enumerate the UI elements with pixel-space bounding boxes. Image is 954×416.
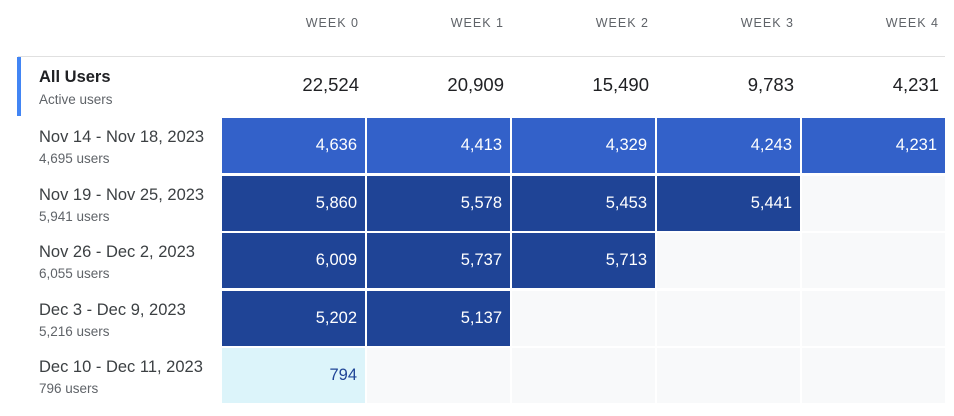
- empty-cell: [657, 348, 800, 403]
- retention-cell[interactable]: 794: [222, 348, 365, 403]
- retention-cell[interactable]: 5,441: [657, 176, 800, 231]
- cohort-label: Nov 19 - Nov 25, 2023: [39, 186, 205, 204]
- retention-cell[interactable]: 4,231: [802, 118, 945, 173]
- week-header-0: WEEK 0: [305, 16, 359, 30]
- cohort-label: Nov 14 - Nov 18, 2023: [39, 128, 205, 146]
- week-header-3: WEEK 3: [740, 16, 794, 30]
- empty-cell: [657, 291, 800, 346]
- retention-cell[interactable]: 4,329: [512, 118, 655, 173]
- cohort-user-count: 796 users: [39, 381, 99, 396]
- summary-value-week-1: 20,909: [447, 74, 504, 95]
- empty-cell: [512, 291, 655, 346]
- cohort-label: Nov 26 - Dec 2, 2023: [39, 243, 195, 261]
- retention-cell[interactable]: 5,578: [367, 176, 510, 231]
- empty-cell: [802, 233, 945, 288]
- retention-cell[interactable]: 4,413: [367, 118, 510, 173]
- cohort-user-count: 4,695 users: [39, 151, 110, 166]
- cohort-user-count: 6,055 users: [39, 266, 110, 281]
- cohort-label: Dec 3 - Dec 9, 2023: [39, 301, 186, 319]
- retention-cell[interactable]: 5,453: [512, 176, 655, 231]
- retention-cell[interactable]: 5,737: [367, 233, 510, 288]
- week-header-4: WEEK 4: [885, 16, 939, 30]
- retention-cell[interactable]: 5,713: [512, 233, 655, 288]
- cohort-user-count: 5,941 users: [39, 209, 110, 224]
- week-header-2: WEEK 2: [595, 16, 649, 30]
- summary-value-week-4: 4,231: [892, 74, 939, 95]
- cohort-user-count: 5,216 users: [39, 324, 110, 339]
- summary-title: All Users: [39, 68, 111, 86]
- empty-cell: [802, 176, 945, 231]
- summary-value-week-2: 15,490: [592, 74, 649, 95]
- week-header-1: WEEK 1: [450, 16, 504, 30]
- summary-value-week-0: 22,524: [302, 74, 359, 95]
- empty-cell: [657, 233, 800, 288]
- summary-accent-bar: [17, 57, 21, 116]
- retention-cell[interactable]: 5,860: [222, 176, 365, 231]
- retention-cell[interactable]: 5,137: [367, 291, 510, 346]
- summary-subtitle: Active users: [39, 92, 113, 107]
- retention-cell[interactable]: 4,636: [222, 118, 365, 173]
- empty-cell: [512, 348, 655, 403]
- empty-cell: [367, 348, 510, 403]
- empty-cell: [802, 291, 945, 346]
- retention-cell[interactable]: 6,009: [222, 233, 365, 288]
- retention-cell[interactable]: 4,243: [657, 118, 800, 173]
- summary-value-week-3: 9,783: [747, 74, 794, 95]
- retention-cell[interactable]: 5,202: [222, 291, 365, 346]
- cohort-label: Dec 10 - Dec 11, 2023: [39, 358, 203, 376]
- header-divider: [18, 56, 945, 57]
- empty-cell: [802, 348, 945, 403]
